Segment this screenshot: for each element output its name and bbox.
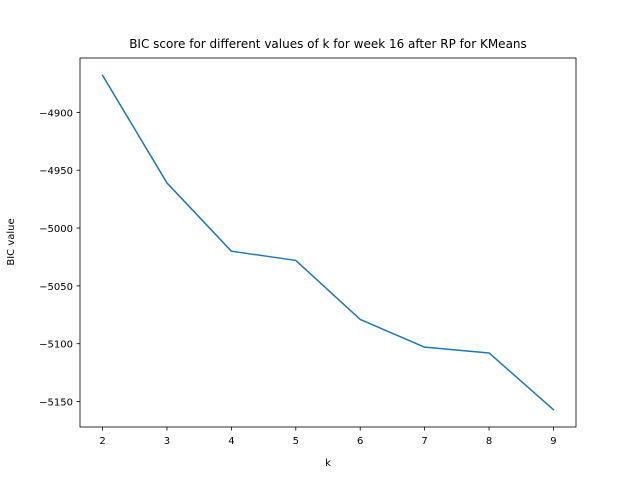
x-tick-label: 4 [228,436,234,447]
x-tick-label: 9 [550,436,556,447]
y-tick-label: −4900 [39,108,73,119]
x-tick-label: 2 [99,436,105,447]
y-tick-label: −5000 [39,224,73,235]
y-axis: −4900 −4950 −5000 −5050 −5100 −5150 [39,108,80,409]
y-tick-label: −5100 [39,340,73,351]
x-axis: 2 3 4 5 6 7 8 9 [99,427,557,447]
x-axis-label: k [325,458,331,469]
x-tick-label: 6 [357,436,363,447]
x-tick-label: 7 [421,436,427,447]
series-layer [101,74,555,411]
x-tick-label: 8 [486,436,492,447]
series-line-0 [101,74,555,411]
x-tick-label: 5 [293,436,299,447]
y-axis-label: BIC value [6,218,17,265]
plot-frame [79,57,577,428]
y-tick-label: −5150 [39,398,73,409]
chart-title: BIC score for different values of k for … [129,37,527,51]
y-tick-label: −4950 [39,166,73,177]
x-tick-label: 3 [164,436,170,447]
y-tick-label: −5050 [39,282,73,293]
